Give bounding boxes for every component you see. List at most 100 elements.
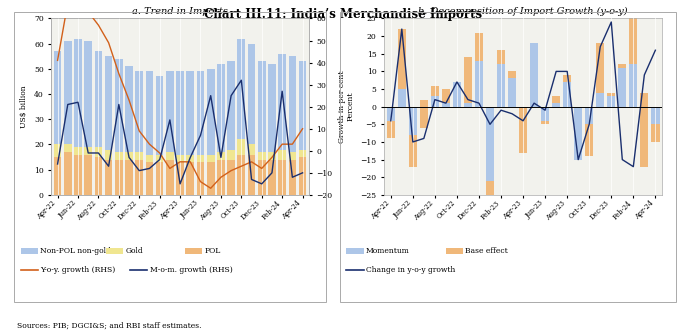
Bar <box>258 61 265 152</box>
Bar <box>268 152 276 160</box>
Bar <box>166 160 174 195</box>
Text: POL: POL <box>204 247 221 255</box>
Bar <box>105 150 113 160</box>
Bar <box>84 41 92 147</box>
Bar <box>187 162 194 195</box>
Bar <box>237 155 245 195</box>
Bar <box>464 103 472 107</box>
Bar <box>217 64 225 152</box>
Bar <box>552 96 560 107</box>
Bar <box>298 61 307 150</box>
Bar <box>541 121 549 124</box>
Bar <box>115 160 123 195</box>
Bar <box>289 160 296 195</box>
Bar <box>95 147 102 157</box>
Bar <box>135 160 143 195</box>
Bar <box>197 162 204 195</box>
Bar <box>541 107 549 124</box>
Bar <box>207 155 215 162</box>
Bar <box>176 162 184 195</box>
Bar <box>585 107 593 156</box>
Bar <box>607 96 615 107</box>
Bar <box>258 160 265 195</box>
Bar <box>640 92 648 167</box>
Bar <box>135 72 143 152</box>
Bar <box>289 152 296 160</box>
Bar <box>431 96 439 107</box>
Bar <box>420 99 428 128</box>
Bar <box>420 99 428 107</box>
Bar <box>74 39 82 147</box>
Bar <box>166 152 174 160</box>
Bar <box>574 107 582 160</box>
Bar <box>442 89 450 103</box>
Bar <box>64 41 71 144</box>
Bar <box>54 144 62 157</box>
Bar <box>197 72 204 155</box>
Bar <box>508 72 516 78</box>
Bar <box>156 77 163 155</box>
Bar <box>54 157 62 195</box>
Bar <box>74 155 82 195</box>
Bar <box>464 57 472 103</box>
Bar <box>84 155 92 195</box>
Text: Base effect: Base effect <box>465 247 508 255</box>
Bar <box>268 160 276 195</box>
Bar <box>217 160 225 195</box>
Bar <box>409 107 417 135</box>
Bar <box>115 152 123 160</box>
Bar <box>519 107 528 153</box>
Bar <box>486 181 494 223</box>
Bar <box>298 157 307 195</box>
Bar <box>442 103 450 107</box>
Bar <box>95 157 102 195</box>
Bar <box>207 162 215 195</box>
Bar <box>126 66 133 152</box>
Y-axis label: US$ billion: US$ billion <box>21 85 28 128</box>
Bar <box>563 75 571 82</box>
Bar <box>64 152 71 195</box>
Bar <box>279 150 286 160</box>
Bar <box>409 135 417 167</box>
Text: Y-o-y. growth (RHS): Y-o-y. growth (RHS) <box>40 266 115 275</box>
Bar <box>84 147 92 155</box>
Text: Change in y-o-y growth: Change in y-o-y growth <box>366 266 455 275</box>
Text: Non-POL non-gold: Non-POL non-gold <box>40 247 110 255</box>
Text: Gold: Gold <box>126 247 143 255</box>
Bar <box>563 75 571 107</box>
Bar <box>508 78 516 107</box>
Bar <box>618 68 626 107</box>
Bar <box>279 160 286 195</box>
Bar <box>237 39 245 139</box>
Bar <box>166 72 174 152</box>
Bar <box>227 61 235 150</box>
Bar <box>227 160 235 195</box>
Y-axis label: Percent: Percent <box>347 92 355 121</box>
Title: b. Decomposition of Import Growth (y-o-y): b. Decomposition of Import Growth (y-o-y… <box>418 7 628 16</box>
Bar <box>145 155 153 162</box>
Title: a. Trend in Imports: a. Trend in Imports <box>132 7 228 16</box>
Bar <box>227 150 235 160</box>
Bar <box>497 50 505 65</box>
Text: Sources: PIB; DGCI&S; and RBI staff estimates.: Sources: PIB; DGCI&S; and RBI staff esti… <box>17 322 202 330</box>
Bar <box>187 72 194 155</box>
Bar <box>530 43 539 107</box>
Bar <box>596 92 604 107</box>
Bar <box>618 64 626 68</box>
Bar <box>217 152 225 160</box>
Bar <box>115 59 123 152</box>
Bar <box>156 162 163 195</box>
Bar <box>607 92 615 96</box>
Bar <box>651 107 659 124</box>
Bar <box>237 139 245 155</box>
Bar <box>387 107 395 138</box>
Bar <box>475 33 483 61</box>
Bar <box>398 89 406 107</box>
Bar <box>298 150 307 157</box>
Bar <box>95 51 102 147</box>
Bar <box>453 82 461 107</box>
Bar <box>596 43 604 92</box>
Bar <box>651 124 659 142</box>
Text: Momentum: Momentum <box>366 247 410 255</box>
Bar <box>156 155 163 162</box>
